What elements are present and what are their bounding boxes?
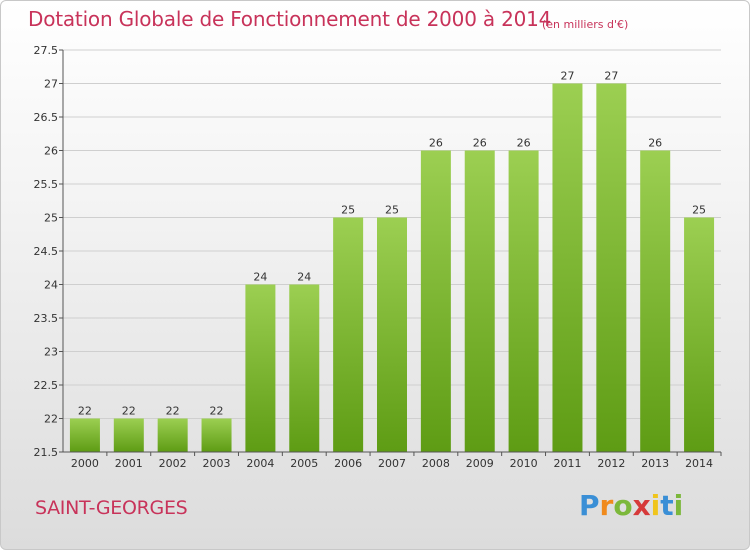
y-tick-label: 24 (44, 279, 58, 292)
y-tick-label: 21.5 (34, 446, 59, 459)
bar-2008 (420, 150, 451, 452)
commune-name: SAINT-GEORGES (35, 497, 188, 519)
value-label-2007: 25 (385, 204, 399, 217)
value-labels: 22 22 22 22 24 24 25 25 26 26 26 27 27 26 25 (78, 70, 706, 418)
bars (69, 83, 715, 452)
x-tick-label-2006: 2006 (334, 457, 362, 470)
bar-2010 (508, 150, 539, 452)
y-tick-label: 25 (44, 212, 58, 225)
value-label-2011: 27 (560, 70, 574, 83)
bar-2012 (596, 83, 627, 452)
bar-2000 (69, 418, 100, 452)
value-label-2003: 22 (210, 405, 224, 418)
value-label-2014: 25 (692, 204, 706, 217)
y-tick-label: 26.5 (34, 111, 59, 124)
x-tick-label-2004: 2004 (246, 457, 274, 470)
value-label-2012: 27 (604, 70, 618, 83)
value-label-2004: 24 (253, 271, 267, 284)
y-tick-label: 22.5 (34, 379, 59, 392)
logo-letter: x (632, 489, 651, 522)
y-tick-label: 25.5 (34, 178, 59, 191)
bar-2014 (684, 217, 715, 452)
x-tick-label-2014: 2014 (685, 457, 713, 470)
y-tick-labels: 21.5 22 22.5 23 23.5 24 24.5 25 25.5 26 26.5 27 27.5 (34, 44, 59, 459)
x-tick-labels: 2000 2001 2002 2003 2004 2005 2006 2007 2008 2009… (71, 452, 722, 470)
x-tick-label-2005: 2005 (290, 457, 318, 470)
logo-letter: o (613, 489, 633, 522)
logo-letter: i (650, 489, 661, 522)
value-label-2005: 24 (297, 271, 311, 284)
bar-2011 (552, 83, 583, 452)
proxiti-logo: Proxiti (579, 489, 683, 522)
value-label-2013: 26 (648, 137, 662, 150)
value-label-2008: 26 (429, 137, 443, 150)
value-label-2006: 25 (341, 204, 355, 217)
x-tick-label-2007: 2007 (378, 457, 406, 470)
x-tick-label-2003: 2003 (203, 457, 231, 470)
value-label-2010: 26 (517, 137, 531, 150)
x-tick-label-2008: 2008 (422, 457, 450, 470)
x-tick-label-2009: 2009 (466, 457, 494, 470)
logo-letter: t (660, 489, 674, 522)
y-tick-label: 23 (44, 346, 58, 359)
bar-2001 (113, 418, 144, 452)
x-tick-label-2002: 2002 (159, 457, 187, 470)
y-tick-label: 26 (44, 145, 58, 158)
y-tick-label: 23.5 (34, 312, 59, 325)
logo-letter: i (673, 489, 684, 522)
logo-letter: r (599, 489, 614, 522)
bar-2005 (289, 284, 320, 452)
value-label-2009: 26 (473, 137, 487, 150)
y-tick-label: 24.5 (34, 245, 59, 258)
x-tick-label-2013: 2013 (641, 457, 669, 470)
y-tick-label: 27.5 (34, 44, 59, 57)
value-label-2002: 22 (166, 405, 180, 418)
bar-2009 (464, 150, 495, 452)
value-label-2000: 22 (78, 405, 92, 418)
logo-letter: P (579, 489, 600, 522)
chart-subtitle: (en milliers d'€) (542, 18, 629, 31)
bar-2003 (201, 418, 232, 452)
y-tick-label: 27 (44, 78, 58, 91)
x-tick-label-2012: 2012 (597, 457, 625, 470)
bar-2006 (333, 217, 364, 452)
value-label-2001: 22 (122, 405, 136, 418)
y-tick-label: 22 (44, 413, 58, 426)
x-tick-label-2010: 2010 (510, 457, 538, 470)
axes (62, 50, 721, 453)
bar-2007 (377, 217, 407, 452)
x-tick-label-2001: 2001 (115, 457, 143, 470)
bar-2004 (245, 284, 276, 452)
bar-2002 (157, 418, 188, 452)
chart-title: Dotation Globale de Fonctionnement de 20… (28, 7, 552, 31)
bar-2013 (640, 150, 671, 452)
x-tick-label-2000: 2000 (71, 457, 99, 470)
x-tick-label-2011: 2011 (553, 457, 581, 470)
